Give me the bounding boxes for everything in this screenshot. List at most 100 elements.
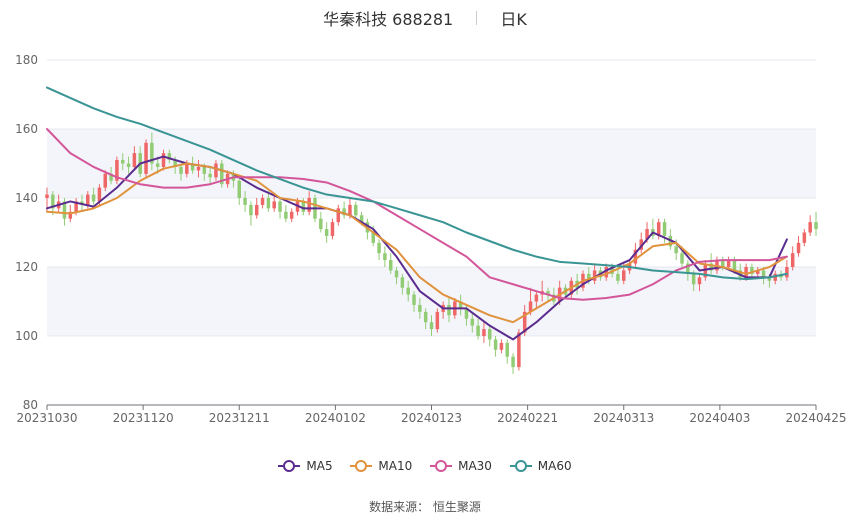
candle — [260, 194, 265, 209]
candle — [458, 294, 463, 316]
candle-body — [499, 342, 504, 350]
candle — [319, 211, 323, 233]
candle — [406, 280, 410, 302]
candle — [633, 242, 638, 267]
candle — [412, 291, 416, 312]
candle-body — [785, 267, 789, 278]
candle — [470, 311, 475, 333]
candle-body — [505, 342, 509, 357]
candle-body — [796, 242, 801, 254]
y-tick-label: 180 — [15, 53, 38, 67]
candle-body — [773, 273, 777, 281]
candle-body — [301, 201, 306, 212]
candle-body — [237, 180, 241, 198]
candle — [196, 160, 201, 178]
candle — [639, 232, 643, 254]
candle — [423, 308, 428, 330]
candle — [237, 177, 241, 205]
candle — [493, 336, 498, 357]
candle-body — [482, 329, 486, 336]
candle — [394, 267, 399, 285]
candle-body — [406, 287, 410, 295]
moving-average-lines — [46, 86, 788, 341]
y-axis: 80 100 120 140 160 180 — [15, 53, 38, 412]
candle — [272, 194, 276, 212]
candle — [278, 198, 282, 219]
legend-marker-ma10 — [350, 459, 373, 473]
legend-item-ma5[interactable]: MA5 — [278, 459, 333, 473]
legend-label-ma5: MA5 — [306, 459, 333, 473]
candle-body — [208, 173, 212, 178]
candle-body — [458, 301, 463, 309]
x-tick-label: 20231030 — [16, 411, 77, 425]
y-tick-label: 120 — [15, 260, 38, 274]
candle — [51, 191, 55, 216]
candle-body — [400, 277, 405, 288]
candle — [126, 156, 131, 174]
candle — [808, 215, 812, 236]
candle — [592, 263, 597, 285]
candle-body — [517, 332, 521, 368]
candle — [284, 204, 288, 223]
candle-body — [732, 260, 737, 271]
candle-body — [388, 260, 393, 271]
candle — [697, 273, 702, 292]
candle-body — [470, 318, 475, 326]
candle-body — [476, 325, 480, 336]
candle-body — [691, 273, 696, 285]
legend-item-ma30[interactable]: MA30 — [430, 459, 492, 473]
candle-body — [51, 194, 55, 209]
candle — [773, 270, 777, 285]
candle-body — [348, 204, 352, 216]
candle — [814, 211, 818, 236]
candle-body — [511, 356, 515, 368]
candle-body — [155, 163, 160, 167]
legend-marker-ma30 — [430, 459, 453, 473]
candle — [435, 308, 440, 333]
candle-body — [68, 211, 73, 219]
x-tick-label: 20240102 — [305, 411, 366, 425]
candle-body — [91, 194, 96, 202]
candle — [115, 156, 119, 185]
candle-body — [150, 142, 154, 164]
candle — [709, 253, 713, 274]
candle — [161, 149, 166, 171]
candle-body — [534, 294, 539, 302]
candle-body — [394, 270, 399, 278]
candle — [604, 263, 609, 281]
line-ma30 — [46, 128, 788, 301]
x-tick-label: 20240425 — [785, 411, 846, 425]
candle — [91, 187, 96, 205]
candle — [144, 139, 148, 178]
candle — [103, 170, 108, 192]
candle-body — [522, 311, 527, 333]
candle — [324, 222, 329, 243]
x-tick-label: 20240123 — [401, 411, 462, 425]
data-source: 数据来源： 恒生聚源 — [0, 498, 850, 515]
candle — [534, 291, 539, 309]
x-tick-label: 20240403 — [689, 411, 750, 425]
candle-body — [196, 166, 201, 171]
candle — [377, 239, 381, 261]
legend-item-ma10[interactable]: MA10 — [350, 459, 412, 473]
candle-body — [383, 253, 387, 261]
candle-body — [423, 311, 428, 323]
period-label: 日K — [500, 10, 527, 29]
candle — [755, 267, 760, 278]
x-axis: 20231030 20231120 20231211 20240102 20240123… — [16, 404, 847, 425]
candle-body — [412, 294, 416, 305]
source-label: 数据来源： — [369, 500, 430, 514]
chart-title-row: 华秦科技 688281 日K — [0, 6, 850, 29]
chart-title: 华秦科技 688281 — [323, 10, 454, 29]
x-tick-label: 20231211 — [209, 411, 270, 425]
legend-item-ma60[interactable]: MA60 — [509, 459, 572, 473]
candle-body — [750, 267, 754, 274]
legend-marker-ma60 — [509, 459, 532, 473]
line-ma10 — [46, 162, 788, 324]
candle — [120, 153, 125, 171]
candle-body — [179, 166, 183, 174]
candle-body — [528, 301, 533, 312]
title-separator — [476, 11, 478, 25]
candle — [400, 273, 405, 295]
candle — [616, 267, 620, 285]
